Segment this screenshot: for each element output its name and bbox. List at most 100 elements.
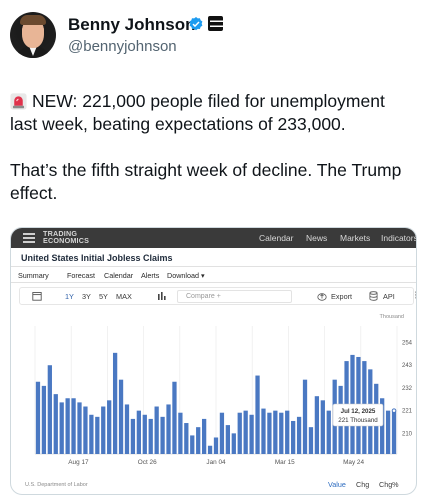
avatar[interactable] — [10, 12, 56, 58]
tab-summary[interactable]: Summary — [18, 271, 49, 280]
tooltip-value: 221 Thousand — [338, 417, 378, 424]
chart-bar — [243, 410, 248, 454]
logo-line-1: TRADING — [43, 229, 78, 238]
chart-bar — [267, 412, 272, 454]
chart-bar — [302, 379, 308, 454]
tab-download[interactable]: Download ▾ — [167, 271, 205, 280]
tab-alerts[interactable]: Alerts — [141, 271, 160, 280]
chart-bar — [41, 385, 47, 454]
chart-bar — [154, 406, 159, 454]
chart-bar — [219, 412, 225, 454]
chart-bar — [285, 410, 290, 454]
jobless-claims-chart[interactable]: 210 221 232 243 254 Aug 17 Oct 26 Jan 04 Mar 15 M… — [11, 318, 416, 478]
chart-bar — [95, 416, 100, 454]
chart-bar — [118, 379, 124, 454]
chart-bar — [107, 400, 112, 454]
chart-bar — [380, 398, 385, 454]
chart-bar — [261, 408, 266, 454]
chart-bar — [213, 437, 219, 454]
chart-bar — [273, 410, 278, 454]
chart-bar — [207, 445, 213, 454]
trading-economics-logo[interactable]: TRADING ECONOMICS — [43, 230, 89, 245]
chart-bar — [35, 381, 41, 454]
chart-bar — [237, 412, 242, 454]
more-options-button[interactable]: ⋮ — [412, 290, 416, 301]
te-topbar: TRADING ECONOMICS Calendar News Markets … — [11, 228, 416, 248]
export-icon[interactable] — [317, 292, 327, 301]
chart-bar — [124, 404, 130, 454]
chart-bar — [385, 410, 391, 454]
tab-calendar[interactable]: Calendar — [104, 271, 134, 280]
tweet-paragraph-2: That’s the fifth straight week of declin… — [10, 160, 402, 203]
chart-bar — [130, 418, 136, 454]
range-3y[interactable]: 3Y — [82, 292, 91, 301]
tab-bar: Summary Forecast Calendar Alerts Downloa… — [11, 266, 416, 283]
embedded-chart-image[interactable]: TRADING ECONOMICS Calendar News Markets … — [10, 227, 417, 495]
chart-bar — [178, 412, 183, 454]
footer-chg-pct[interactable]: Chg% — [379, 480, 399, 489]
bar-chart-type-icon[interactable] — [157, 291, 167, 301]
verified-badge-icon — [189, 17, 203, 31]
y-tick-label: 232 — [402, 386, 413, 392]
tooltip-box — [332, 403, 384, 427]
x-tick-label: Mar 15 — [275, 459, 295, 466]
chart-bar — [320, 400, 325, 454]
chart-bar — [190, 435, 195, 454]
chart-bar — [296, 416, 302, 454]
chart-bar — [101, 406, 106, 454]
page-title: United States Initial Jobless Claims — [21, 253, 173, 263]
y-tick-label: 254 — [402, 341, 413, 347]
chart-bar — [314, 396, 320, 454]
chart-bar — [308, 427, 314, 454]
hamburger-menu-icon[interactable] — [23, 233, 35, 243]
range-1y[interactable]: 1Y — [65, 292, 74, 301]
unit-label: Thousand — [379, 314, 404, 320]
tweet-header: Benny Johnson ▬▬▬▬▬▬▬ @bennyjohnson — [10, 12, 410, 60]
chart-bar — [112, 352, 118, 454]
export-button[interactable]: Export — [331, 292, 353, 301]
y-tick-label: 210 — [402, 431, 413, 437]
calendar-icon[interactable] — [32, 291, 42, 301]
footer-value[interactable]: Value — [328, 480, 346, 489]
x-tick-label: Jan 04 — [206, 459, 226, 466]
affiliate-badge-icon[interactable]: ▬▬▬▬▬▬▬ — [208, 16, 223, 31]
x-tick-label: Oct 26 — [138, 459, 157, 466]
handle[interactable]: @bennyjohnson — [68, 38, 177, 55]
database-icon[interactable] — [369, 291, 378, 301]
chart-toolbar: 1Y 3Y 5Y MAX Compare + Export API ⋮ — [19, 287, 416, 305]
range-5y[interactable]: 5Y — [99, 292, 108, 301]
tooltip-date: Jul 12, 2025 — [341, 408, 376, 415]
chart-bar — [136, 410, 141, 454]
chart-bar — [71, 398, 76, 454]
chart-bar — [47, 365, 52, 454]
chart-bar — [184, 423, 189, 454]
chart-bar — [77, 402, 82, 454]
siren-icon — [10, 93, 27, 110]
display-name[interactable]: Benny Johnson — [68, 15, 196, 34]
tweet-paragraph-1-text: NEW: 221,000 people filed for unemployme… — [10, 91, 385, 134]
chart-bar — [225, 425, 231, 454]
nav-news[interactable]: News — [306, 233, 328, 243]
api-button[interactable]: API — [383, 292, 395, 301]
y-tick-label: 243 — [402, 363, 413, 369]
chart-bar — [65, 398, 70, 454]
x-tick-label: Aug 17 — [68, 459, 89, 466]
nav-markets[interactable]: Markets — [340, 233, 371, 243]
chart-bar — [59, 402, 64, 454]
chart-bar — [326, 410, 331, 454]
x-tick-label: May 24 — [343, 459, 364, 466]
chart-bar — [148, 418, 153, 454]
footer-chg[interactable]: Chg — [356, 480, 370, 489]
highlight-marker — [391, 408, 397, 413]
nav-indicators[interactable]: Indicators — [381, 233, 417, 243]
logo-line-2: ECONOMICS — [43, 236, 90, 246]
y-tick-label: 221 — [402, 409, 413, 415]
range-max[interactable]: MAX — [116, 292, 132, 301]
chart-bar — [279, 412, 284, 454]
tweet-text: NEW: 221,000 people filed for unemployme… — [10, 90, 415, 228]
compare-input[interactable]: Compare + — [177, 290, 292, 303]
tab-forecast[interactable]: Forecast — [67, 271, 95, 280]
chart-bar — [142, 414, 147, 454]
nav-calendar[interactable]: Calendar — [259, 233, 294, 243]
source-label: U.S. Department of Labor — [25, 482, 88, 488]
